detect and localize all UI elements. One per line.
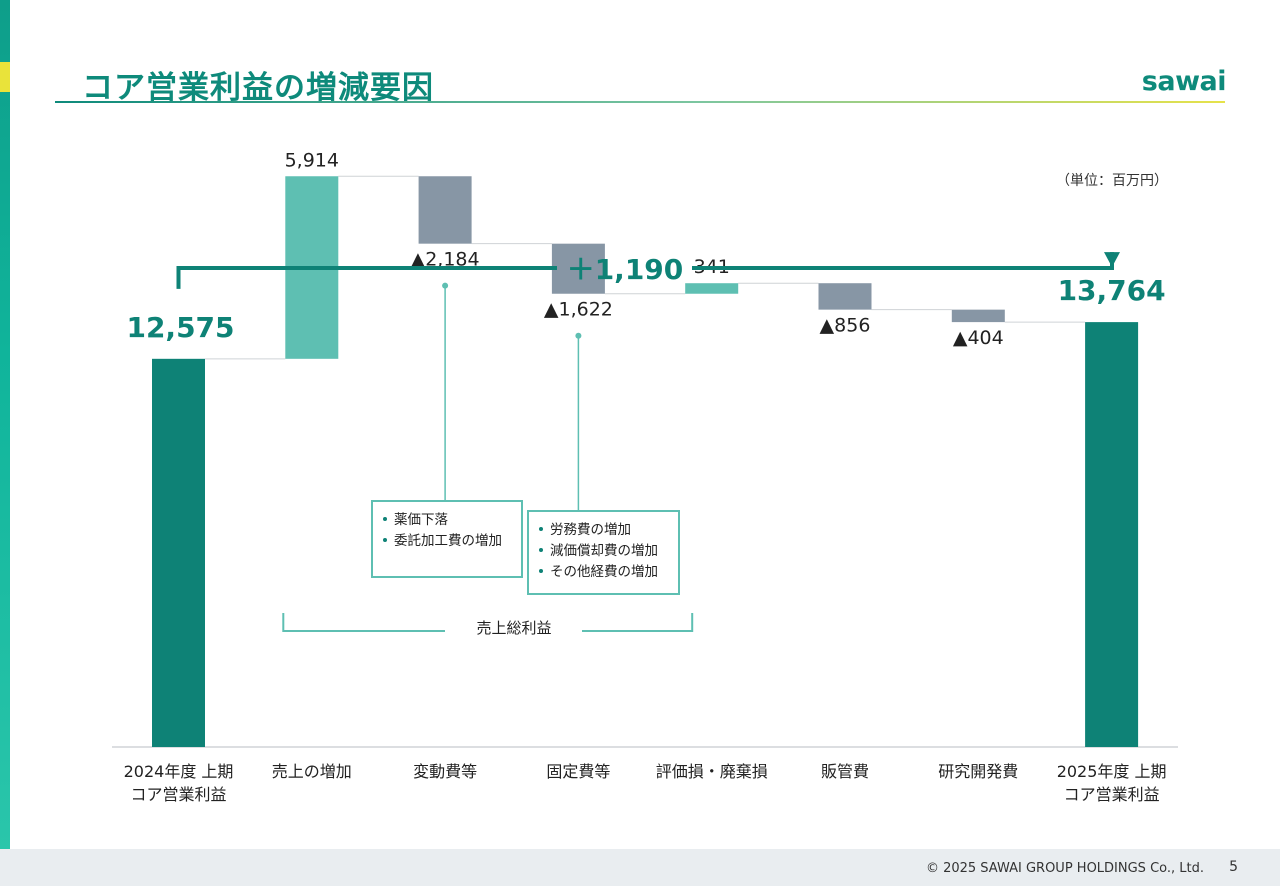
page-title: コア営業利益の増減要因 <box>82 70 434 106</box>
callout-item: 労務費の増加 <box>550 522 631 538</box>
unit-label: （単位：百万円） <box>1056 173 1168 189</box>
callout-item: 薬価下落 <box>394 512 448 528</box>
group-bracket-left <box>282 613 445 632</box>
callout-item: 減価償却費の増加 <box>550 542 658 559</box>
category-label-2: 売上の増加 <box>272 762 352 781</box>
callout-box-1 <box>371 500 523 578</box>
category-label-4: 固定費等 <box>546 762 610 781</box>
group-bracket-label: 売上総利益 <box>476 619 551 637</box>
category-label-8-line2: コア営業利益 <box>1064 785 1160 804</box>
category-label-6: 販管費 <box>821 762 869 781</box>
total-change-label: ＋1,190 <box>567 253 684 286</box>
bar-7 <box>951 309 1005 323</box>
callout-item: 委託加工費の増加 <box>394 533 502 549</box>
bullet-icon <box>539 569 543 573</box>
group-bracket-right <box>582 613 694 632</box>
total-change-bracket-right <box>692 252 1114 270</box>
bar-5 <box>685 283 739 294</box>
value-label-1: 12,575 <box>126 311 234 344</box>
category-label-7: 研究開発費 <box>938 762 1018 781</box>
arrow-down-icon <box>1104 252 1120 268</box>
value-label-4: ▲1,622 <box>544 299 613 321</box>
copyright-text: © 2025 SAWAI GROUP HOLDINGS Co., Ltd. <box>925 861 1204 876</box>
value-label-3: ▲2,184 <box>411 249 480 271</box>
bullet-icon <box>539 548 543 552</box>
bullet-icon <box>383 517 387 521</box>
bar-4 <box>551 243 605 294</box>
left-accent-bar <box>0 62 10 92</box>
value-label-7: ▲404 <box>953 327 1004 349</box>
category-label-5: 評価損・廃棄損 <box>656 762 768 781</box>
total-change-bracket-left <box>176 266 557 289</box>
bullet-icon <box>539 527 543 531</box>
callout-box-2 <box>527 510 680 595</box>
sawai-logo: sawai <box>1141 66 1227 97</box>
value-label-2: 5,914 <box>285 149 339 171</box>
callout-item: その他経費の増加 <box>550 564 658 580</box>
page-number: 5 <box>1229 859 1238 875</box>
category-label-8: 2025年度 上期 <box>1057 762 1167 781</box>
value-label-8: 13,764 <box>1058 274 1166 307</box>
footer: © 2025 SAWAI GROUP HOLDINGS Co., Ltd. 5 <box>0 849 1280 886</box>
category-label-1-line2: コア営業利益 <box>130 785 226 804</box>
bar-1 <box>152 358 205 747</box>
left-decorative-band <box>0 0 10 886</box>
bar-3 <box>418 176 472 244</box>
category-label-3: 変動費等 <box>413 762 477 781</box>
title-underline <box>55 101 1225 103</box>
value-label-6: ▲856 <box>820 315 871 337</box>
bar-6 <box>818 283 872 310</box>
bar-8 <box>1085 322 1139 747</box>
bullet-icon <box>383 538 387 542</box>
category-label-1: 2024年度 上期 <box>124 762 234 781</box>
